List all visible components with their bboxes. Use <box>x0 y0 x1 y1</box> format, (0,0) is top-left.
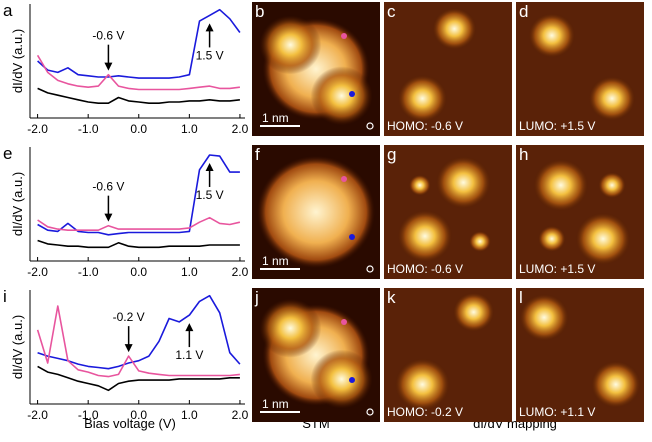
image-feature <box>588 75 636 122</box>
image-feature <box>259 298 322 358</box>
image-feature <box>310 349 373 409</box>
annotation-label: 1.1 V <box>175 348 203 362</box>
panel-letter: e <box>3 144 12 163</box>
panel-letter: c <box>387 2 396 21</box>
map-label: HOMO: -0.6 V <box>387 262 463 276</box>
image-feature <box>590 360 642 409</box>
map-label: LUMO: +1.1 V <box>519 405 595 419</box>
spectrum-line <box>36 54 240 91</box>
image-background <box>516 145 644 279</box>
x-tick-label: -2.0 <box>27 408 48 422</box>
map-label: LUMO: +1.5 V <box>519 262 595 276</box>
scale-label: 1 nm <box>262 397 289 411</box>
scale-label: 1 nm <box>262 254 289 268</box>
tip-marker <box>366 122 374 130</box>
image-feature <box>310 66 373 126</box>
x-tick-label: -1.0 <box>78 122 99 136</box>
image-feature <box>431 7 477 51</box>
image-feature <box>452 292 495 333</box>
spectrum-line <box>37 87 240 104</box>
panel-letter: g <box>387 145 396 164</box>
x-tick-label: -1.0 <box>78 265 99 279</box>
annotation-arrowhead <box>104 213 113 222</box>
blue-marker <box>349 234 355 240</box>
image-feature <box>537 225 566 253</box>
image-feature <box>435 155 492 210</box>
image-feature <box>408 174 432 196</box>
pink-marker <box>341 319 347 325</box>
x-tick-label: 2.0 <box>232 122 249 136</box>
spectrum-line <box>37 8 241 79</box>
x-tick-label: -1.0 <box>78 408 99 422</box>
panel-letter: d <box>519 2 528 21</box>
pink-marker <box>341 33 347 39</box>
x-tick-label: 0.0 <box>130 408 147 422</box>
annotation-label: 1.5 V <box>196 48 224 62</box>
image-feature <box>574 212 632 266</box>
panel-letter: a <box>3 1 13 20</box>
scale-label: 1 nm <box>262 111 289 125</box>
spectrum-line <box>37 239 240 249</box>
x-tick-label: -2.0 <box>27 122 48 136</box>
y-axis-label: dI/dV (a.u.) <box>10 29 25 93</box>
x-tick-label: 0.0 <box>130 122 147 136</box>
y-axis-label: dI/dV (a.u.) <box>10 172 25 236</box>
image-feature <box>259 15 322 75</box>
spectrum-line <box>37 216 241 231</box>
annotation-label: -0.6 V <box>92 180 124 194</box>
x-tick-label: 0.0 <box>130 265 147 279</box>
tip-marker <box>366 265 374 273</box>
panel-letter: j <box>254 288 259 307</box>
x-tick-label: 2.0 <box>232 265 249 279</box>
spectrum-line <box>37 365 240 392</box>
panel-letter: f <box>255 145 260 164</box>
spectrum-line <box>37 154 240 236</box>
image-feature <box>394 357 451 412</box>
panel-letter: i <box>3 287 7 306</box>
image-feature <box>468 230 492 253</box>
pink-marker <box>341 176 347 182</box>
blue-marker <box>349 91 355 97</box>
spectrum-line <box>36 305 240 378</box>
image-feature <box>256 155 376 269</box>
image-feature <box>518 293 570 342</box>
image-feature <box>527 12 576 59</box>
annotation-label: -0.6 V <box>92 29 124 43</box>
map-label: LUMO: +1.5 V <box>519 119 595 133</box>
tip-marker <box>366 408 374 416</box>
map-label: HOMO: -0.2 V <box>387 405 463 419</box>
annotation-label: -0.2 V <box>113 310 145 324</box>
annotation-arrowhead <box>124 344 133 353</box>
x-tick-label: 1.0 <box>181 408 198 422</box>
annotation-label: 1.5 V <box>196 188 224 202</box>
spectrum-line <box>37 294 241 370</box>
blue-marker <box>349 377 355 383</box>
panel-letter: k <box>387 288 396 307</box>
annotation-arrowhead <box>104 62 113 71</box>
image-feature <box>597 171 627 199</box>
x-tick-label: 2.0 <box>232 408 249 422</box>
x-axis-label: Bias voltage (V) <box>84 416 176 431</box>
annotation-arrowhead <box>205 23 214 32</box>
x-tick-label: 1.0 <box>181 122 198 136</box>
annotation-arrowhead <box>185 323 194 332</box>
image-feature <box>397 74 448 123</box>
y-axis-label: dI/dV (a.u.) <box>10 315 25 379</box>
panel-letter: l <box>519 288 523 307</box>
x-tick-label: -2.0 <box>27 265 48 279</box>
annotation-arrowhead <box>205 162 214 171</box>
image-feature <box>396 209 454 263</box>
panel-letter: b <box>255 2 264 21</box>
image-feature <box>532 158 589 212</box>
x-tick-label: 1.0 <box>181 265 198 279</box>
panel-letter: h <box>519 145 528 164</box>
map-label: HOMO: -0.6 V <box>387 119 463 133</box>
